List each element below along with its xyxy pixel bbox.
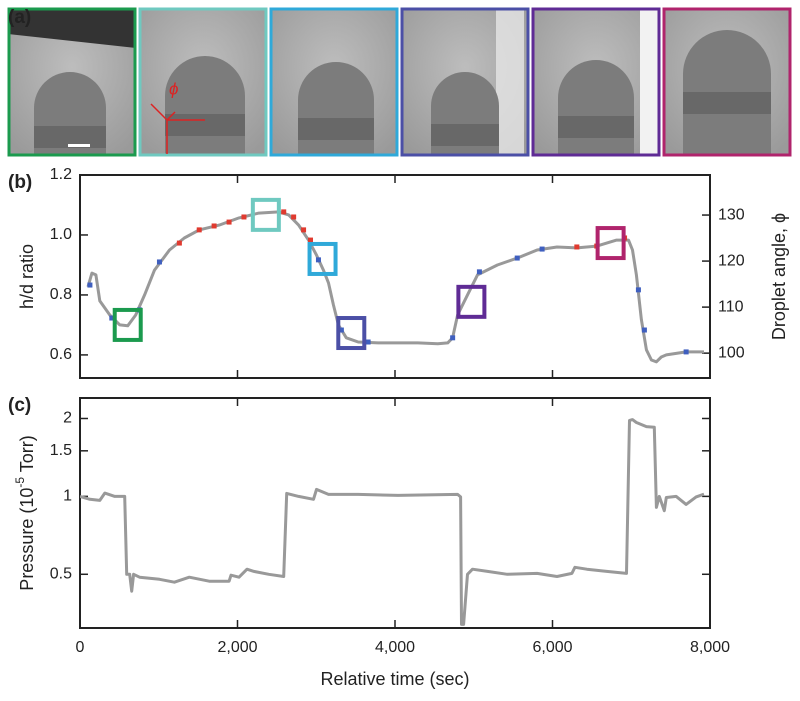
y-tick-label: 1.5 — [50, 442, 72, 459]
data-point — [281, 209, 287, 215]
data-point — [641, 327, 647, 333]
data-point — [226, 219, 232, 225]
angle-marker — [150, 103, 205, 154]
y2-tick-label: 130 — [718, 206, 745, 223]
data-point — [308, 237, 314, 243]
y-tick-label: 2 — [63, 410, 72, 427]
x-tick-label: 8,000 — [690, 639, 730, 656]
image-strip: ϕ — [7, 7, 792, 157]
y-tick-label: 1.2 — [50, 166, 72, 183]
wire-band — [558, 116, 634, 138]
y2-tick-label: 120 — [718, 252, 745, 269]
data-point — [635, 287, 641, 293]
data-point — [514, 255, 520, 261]
x-tick-label: 6,000 — [532, 639, 572, 656]
data-point — [241, 214, 247, 220]
data-point — [365, 339, 371, 345]
data-point — [211, 223, 217, 229]
y-axis-label: h/d ratio — [17, 244, 37, 309]
data-point — [450, 335, 456, 341]
scale-bar — [68, 144, 90, 147]
wire-band — [298, 118, 374, 140]
x-axis-label: Relative time (sec) — [320, 669, 469, 689]
data-line — [80, 418, 705, 626]
data-point — [291, 214, 297, 220]
y-tick-label: 0.8 — [50, 286, 72, 303]
frame-border — [269, 7, 399, 157]
plot-frame — [79, 397, 711, 629]
panel-label: (c) — [8, 395, 31, 416]
data-point — [315, 257, 321, 263]
frame-border — [7, 7, 137, 157]
y-tick-label: 1.0 — [50, 226, 72, 243]
data-point — [156, 259, 162, 265]
data-point — [196, 227, 202, 233]
y-tick-label: 0.6 — [50, 346, 72, 363]
angle-label: ϕ — [169, 79, 178, 98]
image-glare — [496, 8, 524, 156]
data-point — [338, 327, 344, 333]
y-axis-label: Pressure (10-5 Torr) — [13, 435, 37, 590]
x-tick-label: 2,000 — [217, 639, 257, 656]
frame-border — [662, 7, 792, 157]
data-point — [683, 349, 689, 355]
y2-tick-label: 110 — [718, 298, 744, 315]
frame-highlight — [250, 197, 281, 232]
frame-highlight — [456, 284, 487, 319]
image-glare — [640, 8, 660, 156]
frame-border — [138, 7, 268, 157]
data-point — [476, 269, 482, 275]
wire — [683, 74, 771, 156]
frame-highlight — [307, 241, 338, 276]
frame-highlight — [336, 316, 367, 351]
panel-label: (a) — [8, 7, 31, 28]
data-point — [109, 315, 115, 321]
data-point — [574, 244, 580, 250]
x-tick-label: 0 — [76, 639, 85, 656]
wire-band — [683, 92, 771, 114]
y2-tick-label: 100 — [718, 344, 745, 361]
y-tick-label: 0.5 — [50, 565, 72, 582]
data-point — [539, 246, 545, 252]
wire-band — [34, 126, 106, 148]
data-point — [301, 227, 307, 233]
y-axis-label-part: Torr) — [17, 435, 37, 477]
frame-border — [531, 7, 661, 157]
wire-band — [431, 124, 499, 146]
y-axis-label-part: -5 — [13, 477, 27, 488]
x-tick-label: 4,000 — [375, 639, 415, 656]
data-point — [87, 282, 93, 288]
frame-border — [400, 7, 530, 157]
panel-label: (b) — [8, 172, 32, 193]
data-point — [176, 240, 182, 246]
plot-frame — [79, 174, 711, 379]
frame-highlight — [112, 307, 143, 342]
image-shadow — [8, 8, 136, 48]
y-axis-label-part: Pressure (10 — [17, 488, 37, 591]
data-line — [86, 210, 704, 364]
y-tick-label: 1 — [63, 488, 72, 505]
frame-highlight — [595, 226, 626, 261]
wire-band — [165, 114, 245, 136]
y2-axis-label: Droplet angle, ϕ — [769, 213, 789, 340]
